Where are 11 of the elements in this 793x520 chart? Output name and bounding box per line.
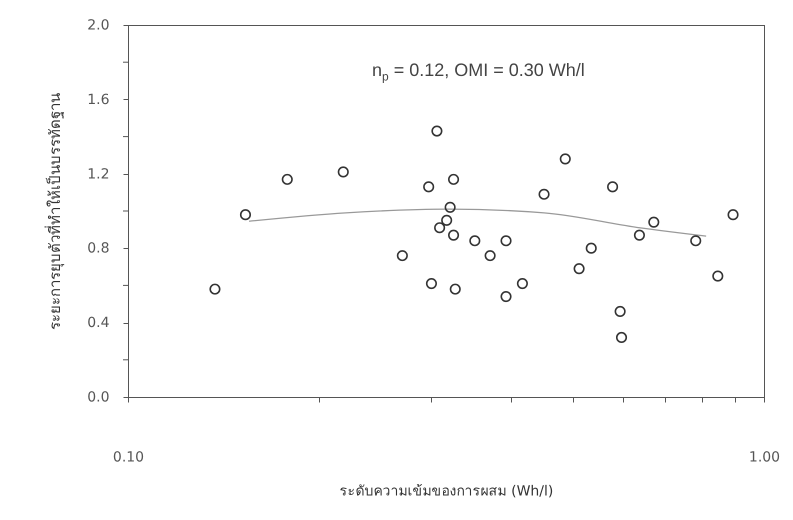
- x-tick-label: 0.10: [112, 450, 144, 466]
- x-tick-label: 1.00: [748, 450, 780, 466]
- y-tick-label: 1.2: [87, 166, 110, 182]
- y-tick-label: 0.0: [87, 390, 110, 406]
- y-tick-label: 1.6: [87, 92, 110, 108]
- y-tick-label: 0.8: [87, 240, 110, 257]
- y-axis-title: ระยะการยุบตัวที่ทำให้เป็นบรรทัดฐาน: [44, 93, 66, 330]
- x-axis-title: ระดับความเข้มของการผสม (Wh/l): [340, 484, 554, 500]
- y-tick-label: 2.0: [87, 18, 110, 34]
- y-tick-label: 0.4: [87, 315, 110, 332]
- annotation: n$_{p}$ = 0.12, OMI = 0.30 Wh/l: [372, 60, 585, 84]
